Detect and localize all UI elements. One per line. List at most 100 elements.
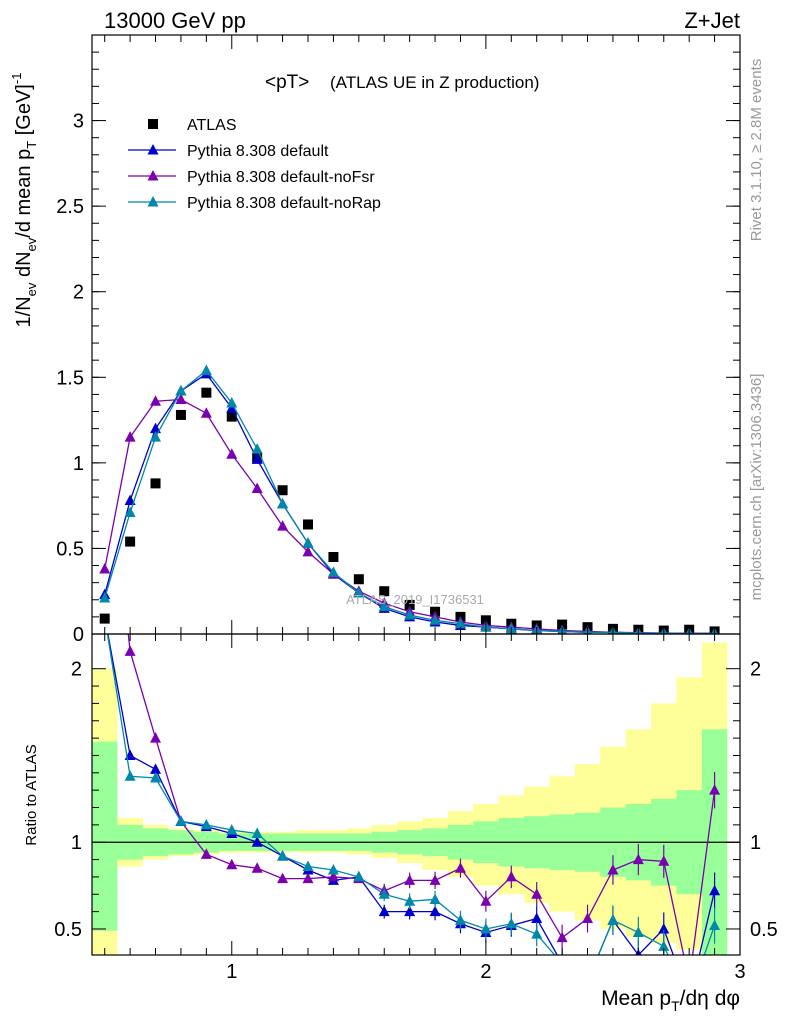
atlas-point (379, 586, 390, 597)
ratio-series-point (124, 645, 136, 656)
main-ytick-label: 1.5 (56, 367, 84, 389)
ratio-series-point (277, 850, 289, 861)
legend-label: Pythia 8.308 default-noFsr (187, 169, 375, 186)
ratio-series-point (226, 858, 238, 870)
series-point (353, 586, 365, 598)
ratio-series-point (709, 784, 721, 795)
main-ytick-label: 1 (73, 453, 84, 475)
ratio-series-point (684, 975, 695, 986)
main-ytick-label: 2.5 (56, 196, 84, 218)
ratio-series-point (251, 836, 263, 847)
ratio-series-point (150, 732, 162, 743)
ratio-series-point (150, 772, 162, 783)
ratio-series-point (557, 958, 568, 969)
ratio-series-point (175, 815, 187, 826)
ratio-ytick-label-right: 2 (750, 659, 761, 681)
plot-title-sub: (ATLAS UE in Z production) (330, 73, 539, 92)
atlas-point (226, 411, 237, 422)
series-point (200, 364, 212, 375)
ratio-band-outer (92, 642, 728, 955)
ratio-series-point (454, 862, 466, 873)
legend-marker (147, 144, 159, 155)
legend-label: Pythia 8.308 default (187, 143, 329, 160)
ratio-series-point (99, 402, 110, 413)
series-point (251, 453, 263, 464)
main-ytick-label: 2 (73, 282, 84, 304)
ratio-series-point (327, 863, 339, 875)
series-point (150, 431, 162, 442)
series-point (99, 592, 111, 603)
ratio-series-point (531, 888, 543, 899)
ratio-series-point (607, 914, 619, 925)
ratio-panel: 0.5 0.5 1 1 2 2 1 2 3 Ratio to ATLAS Mean pT/dη … (23, 402, 778, 1014)
series-point (226, 396, 238, 408)
ratio-series-point (429, 893, 441, 904)
series-point (251, 482, 263, 494)
mcplots-info: mcplots.cern.ch [arXiv:1306.3436] (748, 374, 765, 601)
ratio-series-point (353, 870, 365, 882)
ratio-xtick-label: 2 (480, 961, 491, 983)
ratio-ytick-label: 0.5 (54, 919, 82, 941)
series-point (454, 617, 466, 629)
series-point (124, 506, 136, 517)
plot-title-main: <pT> (265, 72, 309, 93)
header-left: 13000 GeV pp (104, 8, 246, 33)
series-point (302, 537, 314, 548)
ratio-series-point (150, 763, 162, 774)
ratio-ytick-label-right: 1 (750, 832, 761, 854)
ratio-ytick-label: 2 (71, 659, 82, 681)
series-point (277, 520, 289, 531)
ratio-series-point (302, 860, 314, 872)
ratio-xtick-label: 3 (734, 961, 745, 983)
legend-label: Pythia 8.308 default-noRap (187, 195, 381, 212)
series-point (404, 609, 416, 620)
series-point (175, 384, 187, 396)
ratio-series-point (404, 874, 416, 885)
series-point (277, 497, 289, 509)
legend: ATLAS Pythia 8.308 default Pythia 8.308 de… (128, 117, 381, 212)
ratio-series-point (327, 870, 339, 882)
ratio-series-point (251, 862, 263, 873)
ratio-ylabel: Ratio to ATLAS (23, 744, 40, 845)
series-point (150, 395, 162, 406)
main-ylabel: 1/Nev dNev/d mean pT [GeV]-1 (9, 73, 39, 328)
series-point (251, 443, 263, 454)
ratio-series-point (658, 855, 670, 866)
ratio-series-point (582, 975, 593, 986)
series-point (175, 393, 187, 405)
series-point (150, 422, 162, 434)
series-point (200, 407, 212, 418)
series-point (99, 562, 111, 574)
series-point (302, 545, 314, 557)
ratio-series-point (709, 919, 721, 931)
header-right: Z+Jet (684, 8, 740, 33)
ratio-series-point (556, 931, 568, 943)
ratio-series-point (277, 872, 289, 884)
ratio-xlabel: Mean pT/dη dφ (601, 987, 740, 1014)
main-ytick-label: 0.5 (56, 538, 84, 560)
ratio-series-point (378, 888, 390, 899)
ratio-series-point (557, 958, 568, 969)
ratio-series-point (658, 922, 670, 934)
atlas-point (328, 551, 339, 562)
ratio-series-point (607, 863, 619, 875)
series-point (124, 431, 136, 442)
ratio-series-point (200, 818, 212, 830)
ratio-series-point (658, 940, 670, 951)
series-point (429, 614, 441, 625)
ratio-series-point (709, 884, 721, 896)
ratio-series-point (124, 770, 136, 781)
ratio-series-point (429, 874, 441, 885)
ratio-xtick-label: 1 (226, 961, 237, 983)
ratio-series-point (302, 872, 314, 884)
ratio-series-point (582, 975, 593, 986)
ratio-series-point (531, 928, 543, 939)
atlas-point (404, 599, 415, 610)
ratio-series-point (226, 824, 238, 835)
series-point (226, 448, 238, 459)
atlas-point (303, 519, 313, 530)
atlas-point (150, 478, 161, 489)
atlas-point (175, 409, 186, 420)
ratio-ytick-label: 1 (71, 832, 82, 854)
main-ytick-label: 0 (73, 624, 84, 646)
